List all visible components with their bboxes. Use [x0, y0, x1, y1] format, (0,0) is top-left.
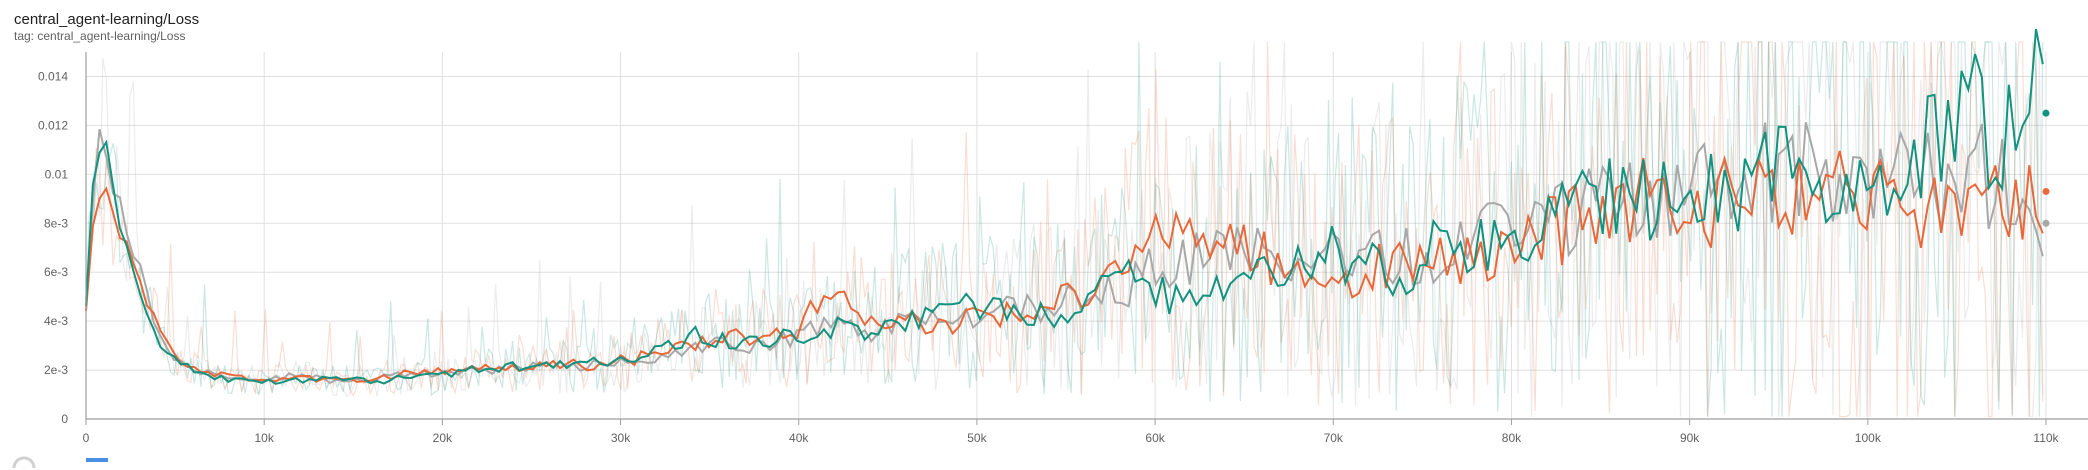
- x-tick-label: 60k: [1145, 431, 1165, 445]
- y-tick-label: 0: [61, 412, 68, 426]
- series-endpoint[interactable]: [2042, 187, 2050, 195]
- y-tick-label: 6e-3: [44, 265, 68, 279]
- x-tick-label: 110k: [2033, 431, 2059, 445]
- raw-series-line: [85, 41, 2044, 417]
- y-tick-label: 0.014: [38, 69, 68, 83]
- y-tick-label: 0.01: [45, 167, 69, 181]
- chart-toolbar: [12, 456, 108, 469]
- axes: [85, 52, 2088, 425]
- x-tick-label: 70k: [1324, 431, 1344, 445]
- grid: [85, 52, 2088, 420]
- smoothed-series-line[interactable]: [85, 150, 2044, 383]
- raw-series: [85, 41, 2044, 418]
- x-tick-label: 100k: [1855, 431, 1882, 445]
- series-endpoint[interactable]: [2042, 109, 2050, 117]
- fit-domain-icon[interactable]: [12, 456, 36, 469]
- series-endpoint[interactable]: [2042, 219, 2050, 227]
- y-tick-label: 4e-3: [44, 314, 68, 328]
- y-tick-label: 8e-3: [44, 216, 68, 230]
- legend-toggle-icon[interactable]: [86, 458, 108, 462]
- x-tick-label: 50k: [967, 431, 987, 445]
- smoothed-series-line[interactable]: [85, 28, 2044, 385]
- y-tick-labels: 0 2e-3 4e-3 6e-3 8e-3 0.01 0.012 0.014: [38, 69, 68, 426]
- y-tick-label: 2e-3: [44, 363, 68, 377]
- x-tick-label: 80k: [1502, 431, 1522, 445]
- x-tick-label: 20k: [433, 431, 453, 445]
- chart-title: central_agent-learning/Loss: [14, 11, 200, 28]
- chart-tag: tag: central_agent-learning/Loss: [14, 29, 186, 43]
- x-tick-label: 90k: [1680, 431, 1700, 445]
- x-tick-label: 30k: [611, 431, 631, 445]
- x-tick-label: 40k: [789, 431, 809, 445]
- x-tick-label: 10k: [255, 431, 275, 445]
- x-tick-label: 0: [83, 431, 90, 445]
- y-tick-label: 0.012: [38, 118, 68, 132]
- x-tick-labels: 0 10k 20k 30k 40k 50k 60k 70k 80k 90k 100k 110k: [83, 431, 2060, 445]
- smoothed-series: [85, 28, 2050, 385]
- raw-series-line: [85, 41, 2044, 418]
